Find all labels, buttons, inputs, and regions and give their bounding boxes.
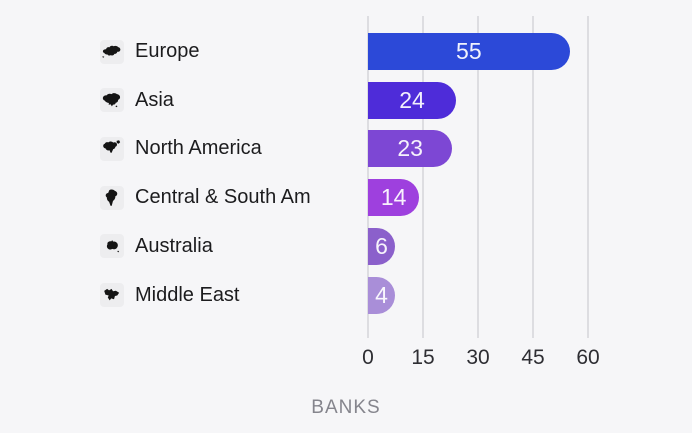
grid-line [477,16,479,338]
australia-map-icon [100,234,124,258]
bar[interactable]: 24 [368,81,456,119]
grid-line [532,16,534,338]
category-label-group: Middle East [100,277,240,314]
middle-east-map-icon [100,283,124,307]
x-tick-label: 30 [466,346,490,369]
chart-row: Asia 24 [0,81,692,119]
europe-map-icon [100,40,124,64]
x-tick-label: 45 [521,346,545,369]
chart-row: North America 23 [0,130,692,168]
bar-value-label: 24 [399,86,425,113]
grid-line [587,16,589,338]
category-label: North America [135,137,262,160]
category-label: Central & South Am [135,186,311,209]
bar[interactable]: 23 [368,130,453,168]
bar[interactable]: 6 [368,227,395,265]
category-label: Europe [135,40,200,62]
x-tick-label: 0 [362,346,374,369]
bar[interactable]: 55 [368,33,570,70]
asia-map-icon [100,88,124,112]
bar-value-label: 23 [397,135,423,162]
category-label: Middle East [135,283,240,306]
bar-value-label: 4 [375,281,388,308]
category-label: Asia [135,88,174,111]
bar[interactable]: 4 [368,276,395,314]
category-label-group: Europe [100,33,200,70]
x-tick-label: 60 [576,346,600,369]
grid-line [367,16,369,338]
chart-row: Europe 55 [0,33,692,70]
x-tick-label: 15 [411,346,435,369]
bar-value-label: 6 [375,232,388,259]
chart-row: Middle East 4 [0,276,692,314]
chart-row: Australia 6 [0,227,692,265]
bar[interactable]: 14 [368,179,420,217]
category-label-group: North America [100,130,262,167]
chart-row: Central & South Am 14 [0,179,692,217]
grid-line [422,16,424,338]
north-america-map-icon [100,137,124,161]
category-label-group: Asia [100,82,174,119]
bar-value-label: 55 [456,38,482,64]
category-label-group: Central & South Am [100,179,311,216]
category-label-group: Australia [100,228,213,265]
x-axis-title: BANKS [311,397,381,418]
central-south-america-map-icon [100,186,124,210]
category-label: Australia [135,234,213,257]
bar-value-label: 14 [380,184,407,211]
